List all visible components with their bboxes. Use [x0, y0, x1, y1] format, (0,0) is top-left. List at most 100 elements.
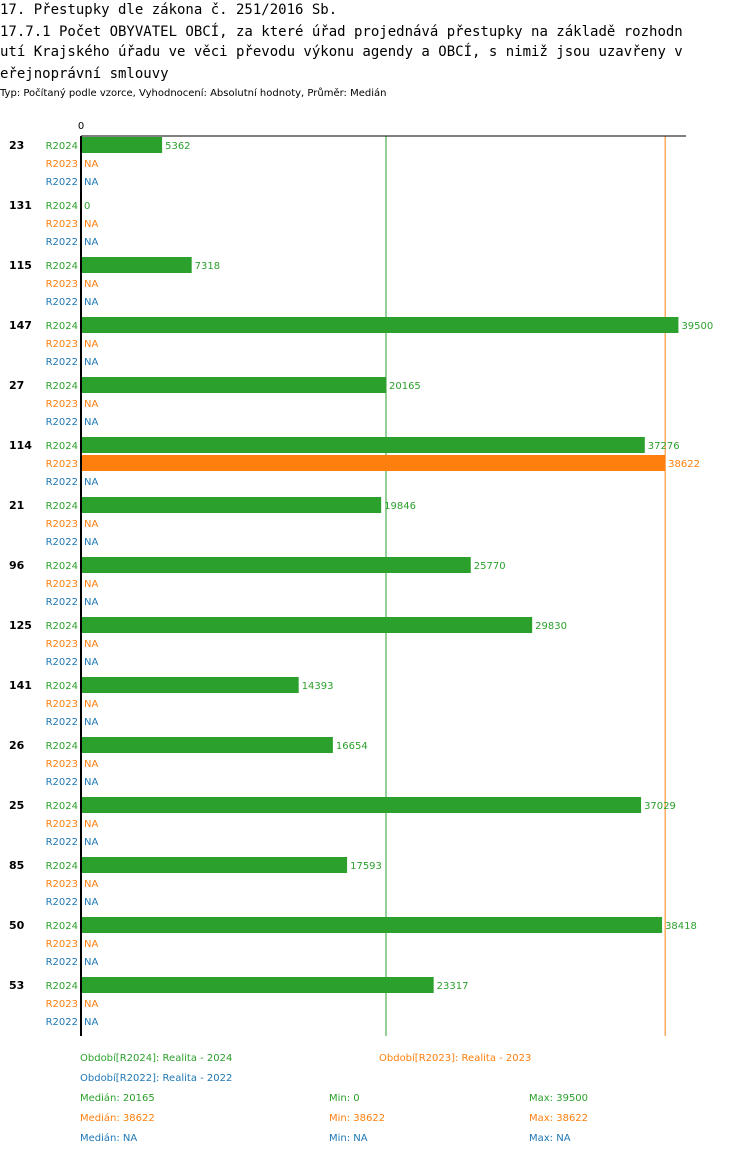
series-label-r2023: R2023 [46, 459, 78, 470]
series-label-r2022: R2022 [46, 297, 78, 308]
legend-median-r2023: Medián: 38622 [80, 1112, 155, 1124]
value-label: 39500 [681, 321, 713, 332]
bar-r2023-114 [81, 455, 666, 471]
category-label: 125 [9, 619, 32, 632]
legend-max-r2024: Max: 39500 [529, 1093, 588, 1104]
value-label: 38622 [668, 459, 700, 470]
na-label: NA [84, 417, 98, 428]
legend-median-r2024: Medián: 20165 [80, 1092, 155, 1104]
bar-r2024-50 [81, 917, 663, 933]
bar-r2024-21 [81, 497, 382, 513]
series-label-r2024: R2024 [46, 141, 78, 152]
na-label: NA [84, 177, 98, 188]
series-label-r2024: R2024 [46, 381, 78, 392]
chart-title-line-2: 17.7.1 Počet OBYVATEL OBCÍ, za které úřa… [0, 24, 683, 40]
series-label-r2023: R2023 [46, 159, 78, 170]
legend-max-r2023: Max: 38622 [529, 1113, 588, 1124]
na-label: NA [84, 519, 98, 530]
na-label: NA [84, 1017, 98, 1028]
series-label-r2023: R2023 [46, 759, 78, 770]
na-label: NA [84, 837, 98, 848]
series-label-r2022: R2022 [46, 537, 78, 548]
na-label: NA [84, 219, 98, 230]
value-label: 17593 [350, 861, 382, 872]
series-label-r2024: R2024 [46, 801, 78, 812]
na-label: NA [84, 717, 98, 728]
bar-r2024-141 [81, 677, 299, 693]
legend-min-r2023: Min: 38622 [329, 1113, 385, 1124]
series-label-r2024: R2024 [46, 921, 78, 932]
value-label: 7318 [195, 261, 220, 272]
na-label: NA [84, 279, 98, 290]
series-label-r2023: R2023 [46, 219, 78, 230]
bar-r2024-27 [81, 377, 386, 393]
series-label-r2022: R2022 [46, 417, 78, 428]
na-label: NA [84, 537, 98, 548]
series-label-r2022: R2022 [46, 1017, 78, 1028]
series-label-r2022: R2022 [46, 597, 78, 608]
series-label-r2022: R2022 [46, 657, 78, 668]
axis-zero-label: 0 [78, 121, 84, 132]
value-label: 29830 [535, 621, 567, 632]
series-label-r2024: R2024 [46, 201, 78, 212]
series-label-r2023: R2023 [46, 879, 78, 890]
series-label-r2024: R2024 [46, 321, 78, 332]
na-label: NA [84, 759, 98, 770]
series-label-r2023: R2023 [46, 279, 78, 290]
category-label: 23 [9, 139, 24, 152]
value-label: 5362 [165, 141, 190, 152]
value-label: 20165 [389, 381, 421, 392]
category-label: 53 [9, 979, 24, 992]
bar-r2024-85 [81, 857, 348, 873]
series-label-r2024: R2024 [46, 501, 78, 512]
category-label: 26 [9, 739, 25, 752]
chart-subtitle: Typ: Počítaný podle vzorce, Vyhodnocení:… [0, 88, 387, 99]
category-label: 131 [9, 199, 32, 212]
na-label: NA [84, 597, 98, 608]
value-label: 0 [84, 201, 90, 212]
series-label-r2022: R2022 [46, 237, 78, 248]
series-label-r2023: R2023 [46, 639, 78, 650]
na-label: NA [84, 237, 98, 248]
category-label: 27 [9, 379, 24, 392]
series-label-r2024: R2024 [46, 681, 78, 692]
na-label: NA [84, 477, 98, 488]
series-label-r2023: R2023 [46, 339, 78, 350]
value-label: 19846 [384, 501, 416, 512]
series-label-r2022: R2022 [46, 177, 78, 188]
category-label: 96 [9, 559, 25, 572]
chart-title-line-1: 17. Přestupky dle zákona č. 251/2016 Sb. [0, 2, 338, 18]
series-label-r2022: R2022 [46, 897, 78, 908]
series-label-r2023: R2023 [46, 399, 78, 410]
series-label-r2024: R2024 [46, 261, 78, 272]
series-label-r2022: R2022 [46, 777, 78, 788]
legend-median-r2022: Medián: NA [80, 1132, 137, 1144]
bar-r2024-114 [81, 437, 645, 453]
value-label: 14393 [302, 681, 334, 692]
legend-min-r2024: Min: 0 [329, 1093, 360, 1104]
value-label: 38418 [665, 921, 697, 932]
na-label: NA [84, 657, 98, 668]
bar-r2024-115 [81, 257, 192, 273]
value-label: 25770 [474, 561, 506, 572]
legend-max-r2022: Max: NA [529, 1133, 571, 1144]
bar-r2024-96 [81, 557, 471, 573]
category-label: 114 [9, 439, 32, 452]
category-label: 115 [9, 259, 32, 272]
na-label: NA [84, 777, 98, 788]
category-label: 50 [9, 919, 25, 932]
series-label-r2022: R2022 [46, 357, 78, 368]
legend-item-r2023: Období[R2023]: Realita - 2023 [379, 1052, 531, 1064]
bar-r2024-23 [81, 137, 163, 153]
category-label: 141 [9, 679, 32, 692]
series-label-r2024: R2024 [46, 861, 78, 872]
na-label: NA [84, 339, 98, 350]
category-label: 85 [9, 859, 24, 872]
na-label: NA [84, 819, 98, 830]
chart-title-line-3: utí Krajského úřadu ve věci převodu výko… [0, 44, 683, 60]
series-label-r2022: R2022 [46, 837, 78, 848]
value-label: 37029 [644, 801, 676, 812]
na-label: NA [84, 579, 98, 590]
na-label: NA [84, 297, 98, 308]
